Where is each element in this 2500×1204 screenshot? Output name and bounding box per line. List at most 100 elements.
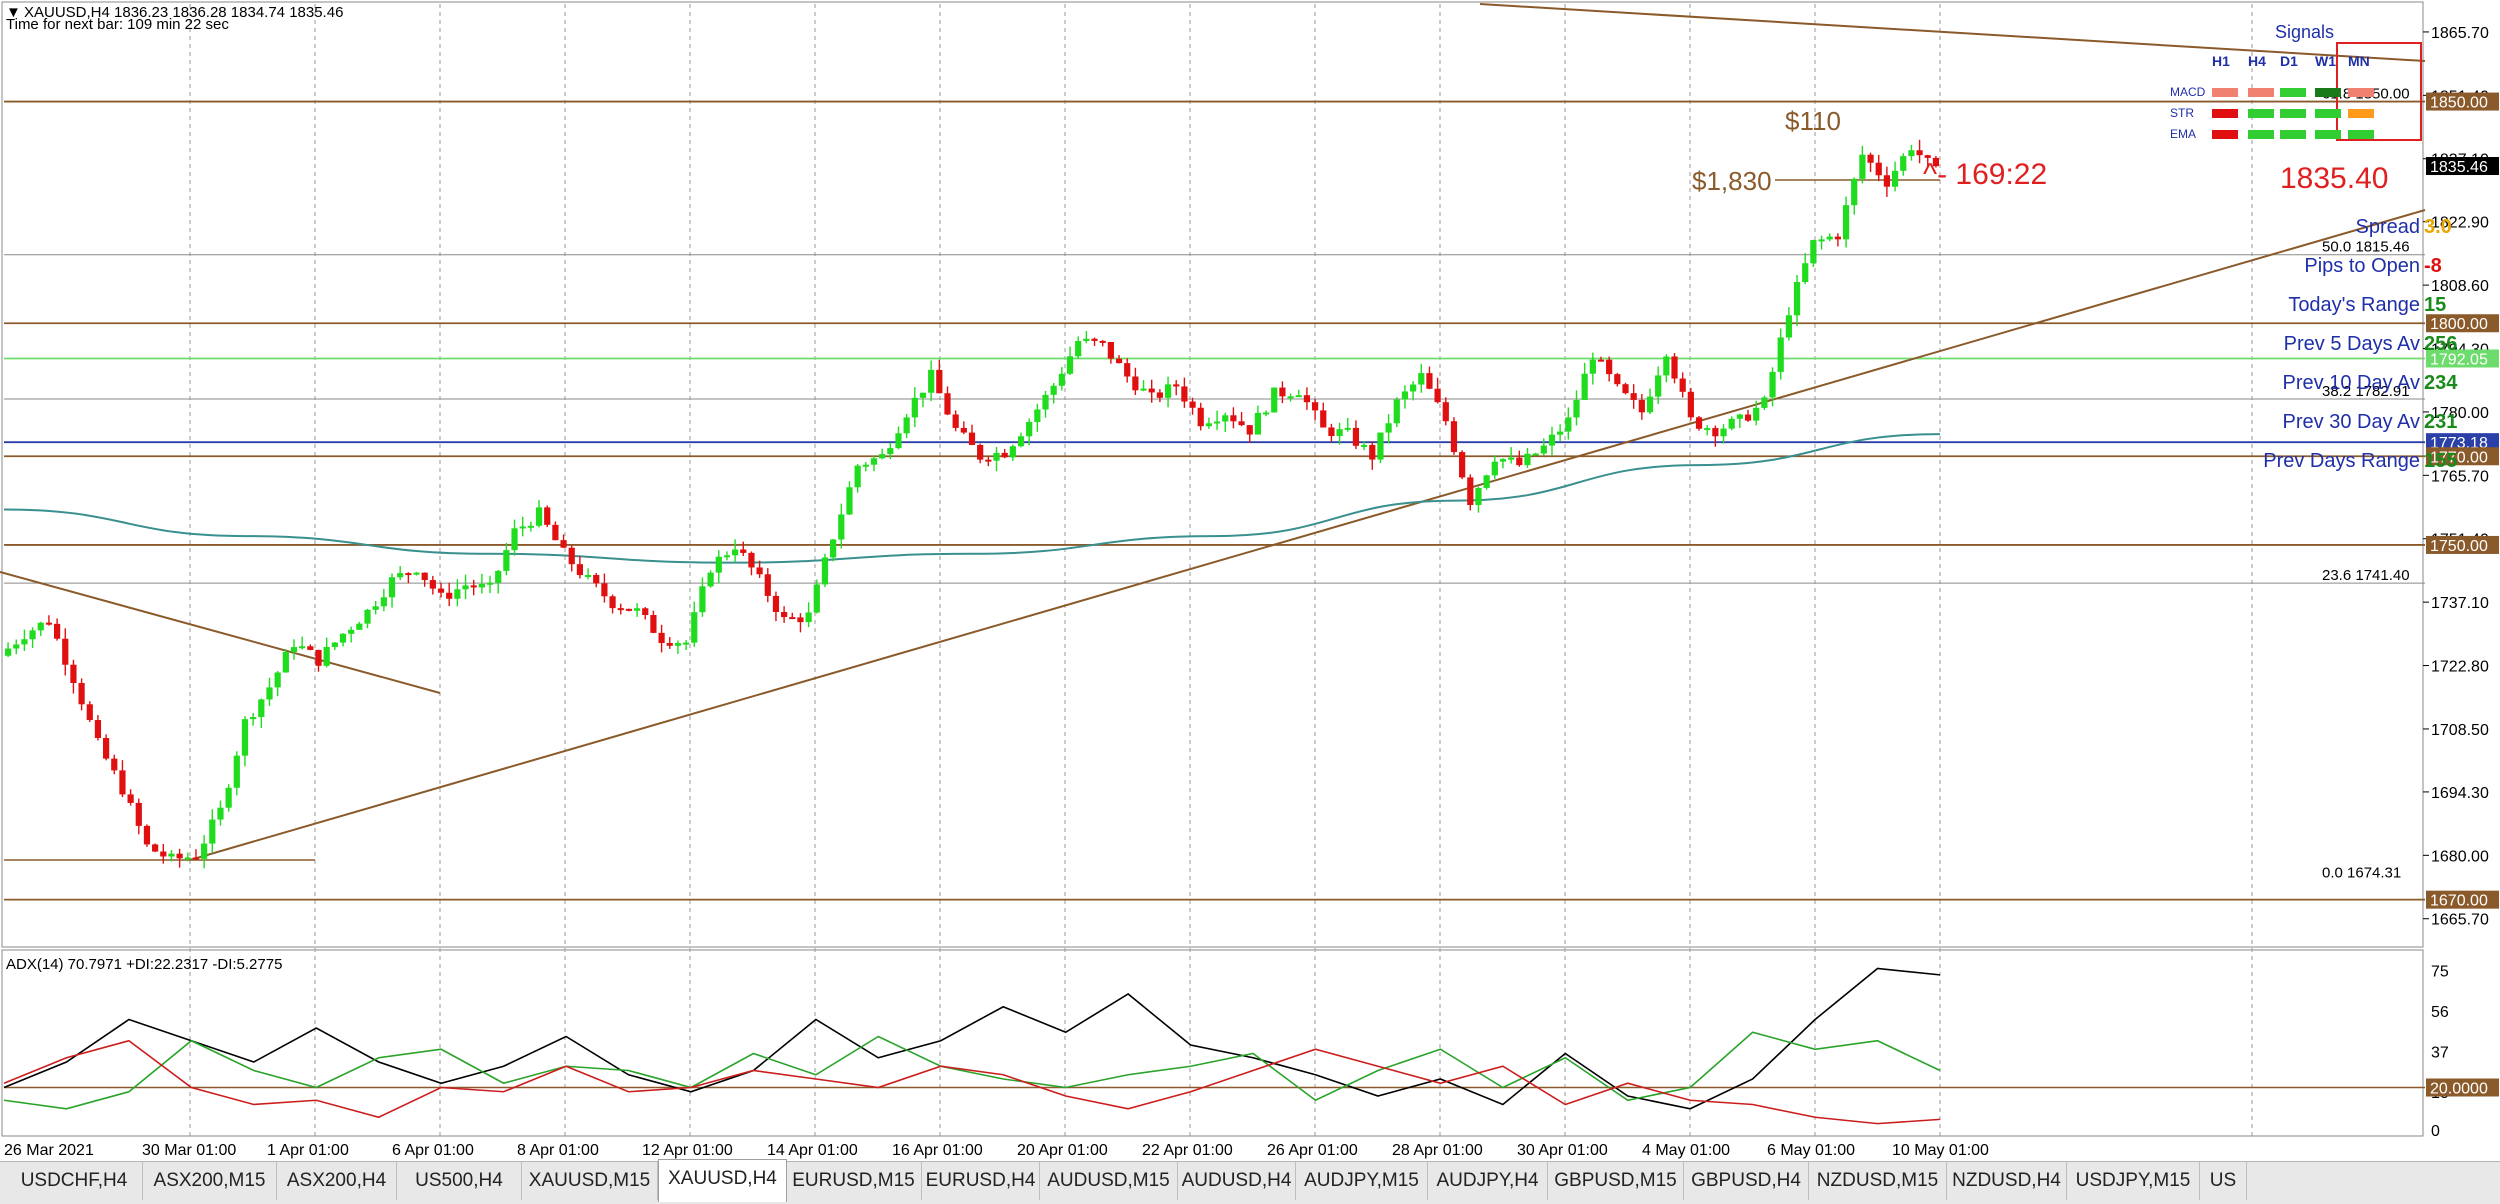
level-tag-bg <box>2426 433 2499 452</box>
candle-body <box>437 588 445 593</box>
candle-body <box>1499 459 1507 462</box>
candle-body <box>1385 423 1392 433</box>
stat-label: Today's Range <box>2288 294 2420 316</box>
chart-tab[interactable]: AUDUSD,H4 <box>1178 1162 1296 1200</box>
chart-tab[interactable]: AUDUSD,M15 <box>1040 1162 1178 1200</box>
chart-tab[interactable]: EURUSD,H4 <box>922 1162 1040 1200</box>
candle-body <box>1213 421 1221 424</box>
candle-body <box>397 573 404 578</box>
candle-body <box>1818 239 1825 242</box>
candle-body <box>1679 378 1686 392</box>
candle-body <box>732 549 739 556</box>
candle-body <box>1867 154 1874 163</box>
chart-area[interactable]: 1865.701851.401837.101822.901808.601794.… <box>0 0 2500 1161</box>
chart-tab[interactable]: AUDJPY,H4 <box>1428 1162 1548 1200</box>
signal-dot <box>2280 130 2306 139</box>
candle-body <box>1834 236 1841 240</box>
up-trendline <box>189 209 2426 861</box>
candle-body <box>225 787 232 808</box>
candle-body <box>1606 359 1613 375</box>
candle-body <box>1410 384 1417 392</box>
candle-body <box>805 612 812 623</box>
candle-body <box>1360 444 1368 447</box>
chart-tab[interactable]: ASX200,H4 <box>277 1162 397 1200</box>
chart-tab[interactable]: XAUUSD,H4 <box>658 1159 787 1202</box>
chart-tab[interactable]: USDJPY,M15 <box>2067 1162 2200 1200</box>
candle-body <box>699 586 706 613</box>
candle-body <box>258 699 265 718</box>
candle-body <box>307 646 314 650</box>
signal-dot <box>2280 109 2306 118</box>
candle-body <box>650 614 657 633</box>
chart-tab[interactable]: GBPUSD,M15 <box>1548 1162 1684 1200</box>
candle-body <box>1459 452 1466 478</box>
time-tick-label: 22 Apr 01:00 <box>1142 1142 1233 1159</box>
price-tick-label: 1694.30 <box>2431 785 2489 802</box>
candle-body <box>1369 444 1376 460</box>
current-price-bg <box>2426 157 2499 176</box>
candle-body <box>928 369 935 393</box>
candle-body <box>1271 387 1278 413</box>
candle-body <box>707 572 714 587</box>
signal-dot <box>2248 88 2274 97</box>
chart-tab[interactable]: NZDUSD,H4 <box>1947 1162 2067 1200</box>
price-tick-label: 1722.80 <box>2431 659 2489 676</box>
collapse-icon[interactable]: ▼ <box>6 4 21 21</box>
level-tag-bg <box>2426 535 2499 554</box>
signal-dot <box>2348 130 2374 139</box>
candle-body <box>103 738 110 759</box>
level-tag-bg <box>2426 92 2499 111</box>
candle-body <box>1842 205 1850 240</box>
candle-body <box>1148 388 1155 393</box>
chart-tab[interactable]: ASX200,M15 <box>143 1162 277 1200</box>
chart-tab[interactable]: GBPUSD,H4 <box>1684 1162 1809 1200</box>
candle-body <box>1769 371 1776 398</box>
level-tag-bg <box>2426 349 2499 368</box>
candle-body <box>1336 429 1343 437</box>
candle-body <box>527 525 534 528</box>
stat-value: 155 <box>2424 450 2457 472</box>
candle-body <box>781 612 788 618</box>
chart-tab[interactable]: AUDJPY,M15 <box>1296 1162 1428 1200</box>
candle-body <box>609 596 616 609</box>
signal-column-header: W1 <box>2315 53 2336 69</box>
candle-body <box>1026 421 1033 437</box>
price-tick-label: 1708.50 <box>2431 722 2489 739</box>
candle-body <box>1491 461 1498 476</box>
chart-tab-bar: USDCHF,H4 ASX200,M15 ASX200,H4 US500,H4 XAUU… <box>0 1159 2500 1204</box>
signals-title: Signals <box>2275 22 2334 42</box>
signals-panel: Signals H1 H4 D1 W1 MN MACD STR EMA 1835.40 Sp… <box>2170 22 2458 472</box>
candle-body <box>299 646 306 649</box>
candle-body <box>119 770 126 795</box>
candle-body <box>503 550 510 571</box>
candle-body <box>862 464 869 467</box>
chart-tab[interactable]: EURUSD,M15 <box>786 1162 922 1200</box>
chart-tab[interactable]: USDCHF,H4 <box>6 1162 143 1200</box>
candle-body <box>1238 421 1245 426</box>
candle-body <box>748 552 755 568</box>
time-tick-label: 26 Mar 2021 <box>4 1142 94 1159</box>
candle-body <box>1124 363 1131 377</box>
candle-body <box>1508 457 1515 460</box>
candle-body <box>209 819 216 844</box>
chart-tab[interactable]: US <box>2200 1162 2247 1200</box>
current-price-label: 1835.46 <box>2430 159 2488 176</box>
candle-body <box>1777 337 1784 372</box>
candle-body <box>1532 453 1539 456</box>
candle-body <box>111 758 118 771</box>
candle-body <box>1614 374 1621 385</box>
candle-body <box>1418 373 1425 385</box>
candle-body <box>552 524 559 541</box>
chart-tab[interactable]: NZDUSD,M15 <box>1809 1162 1947 1200</box>
candle-body <box>1826 236 1833 240</box>
chart-tab[interactable]: US500,H4 <box>397 1162 522 1200</box>
signal-row-label: EMA <box>2170 127 2196 141</box>
chart-tab[interactable]: XAUUSD,M15 <box>522 1162 658 1200</box>
candle-body <box>1426 373 1433 389</box>
candle-body <box>1712 428 1719 437</box>
candle-body <box>1222 415 1229 422</box>
level-tag-label: 1850.00 <box>2430 95 2488 112</box>
candle-body <box>168 853 175 857</box>
candle-body <box>86 704 93 721</box>
bar-timer: Time for next bar: 109 min 22 sec <box>6 16 229 33</box>
